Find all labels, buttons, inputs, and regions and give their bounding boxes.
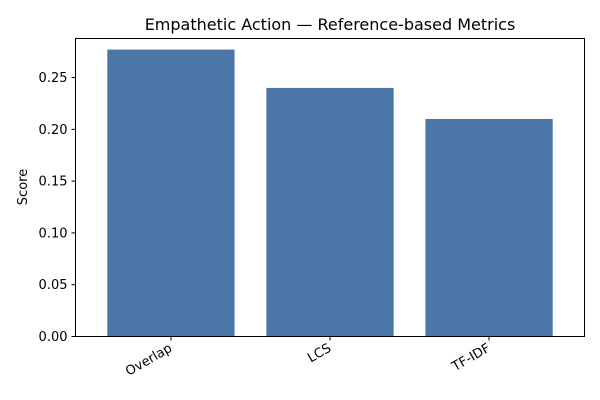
y-ticks-group: 0.00 0.05 0.10 0.15 0.20 0.25 <box>39 71 76 345</box>
bar-lcs <box>266 87 394 337</box>
x-ticks-group: Overlap LCS TF-IDF <box>123 336 493 380</box>
y-tick-label: 0.15 <box>39 175 68 190</box>
x-tick-label: LCS <box>305 341 334 366</box>
y-tick-label: 0.20 <box>39 123 68 138</box>
chart-title: Empathetic Action — Reference-based Metr… <box>145 15 516 34</box>
y-axis-label: Score <box>16 169 31 205</box>
x-tick-label: TF-IDF <box>449 341 493 375</box>
y-tick-label: 0.10 <box>39 226 68 241</box>
plot-frame <box>75 38 585 337</box>
y-tick-label: 0.25 <box>39 71 68 86</box>
bar-tf-idf <box>425 118 553 337</box>
y-tick-label: 0.00 <box>39 330 68 345</box>
x-tick-label: Overlap <box>123 341 175 380</box>
y-tick-label: 0.05 <box>39 278 68 293</box>
bars-group <box>107 49 553 337</box>
bar-overlap <box>107 49 235 337</box>
